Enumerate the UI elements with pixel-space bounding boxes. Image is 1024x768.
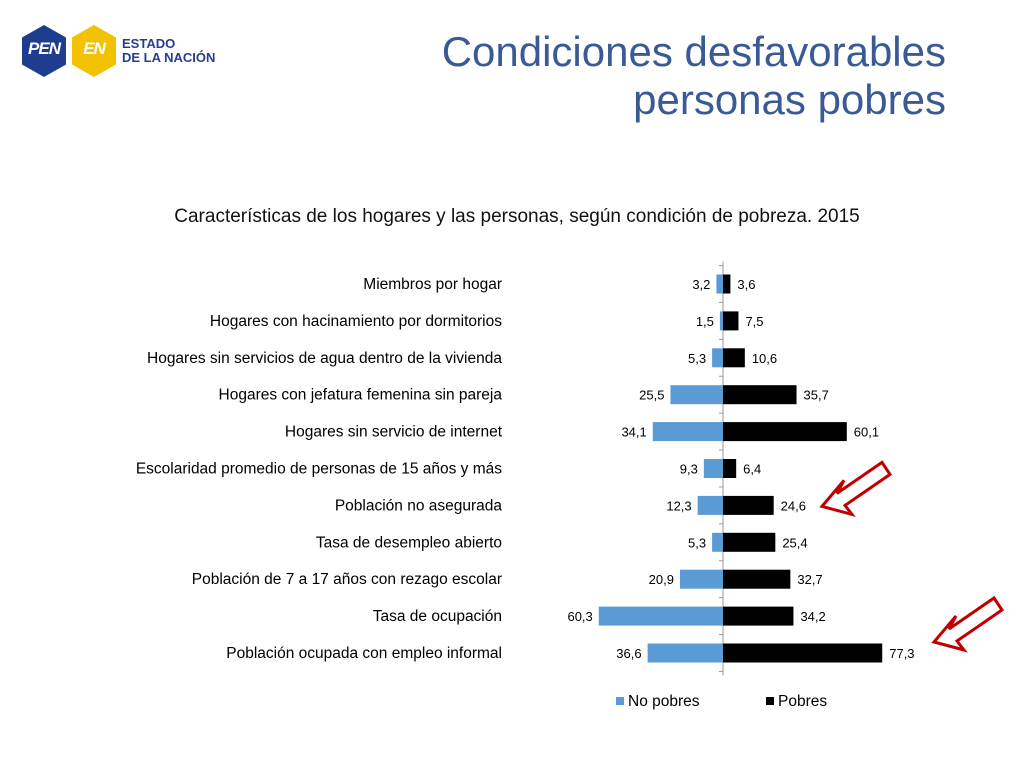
bar-no-pobres [652,422,723,442]
bar-pobres [723,385,797,405]
bar-no-pobres [712,532,723,552]
value-label-pobres: 24,6 [781,498,806,513]
bar-pobres [723,532,776,552]
value-label-no-pobres: 5,3 [688,351,706,366]
category-label: Población de 7 a 17 años con rezago esco… [192,571,502,588]
bar-no-pobres [647,643,723,663]
value-label-pobres: 32,7 [797,572,822,587]
annotation-arrow-no-asegurada [819,460,893,517]
value-label-pobres: 25,4 [782,535,807,550]
value-label-pobres: 60,1 [854,425,879,440]
bar-no-pobres [712,348,723,368]
category-label: Población ocupada con empleo informal [226,645,502,662]
value-label-pobres: 34,2 [800,609,825,624]
value-label-no-pobres: 20,9 [649,572,674,587]
value-label-no-pobres: 3,2 [692,277,710,292]
category-label: Hogares sin servicios de agua dentro de … [147,350,502,367]
value-label-pobres: 7,5 [745,314,763,329]
value-label-pobres: 6,4 [743,462,761,477]
category-label: Hogares con jefatura femenina sin pareja [219,387,503,404]
value-label-no-pobres: 1,5 [696,314,714,329]
logo: PEN EN ESTADO DE LA NACIÓN [20,24,240,78]
category-label: Tasa de ocupación [373,608,502,625]
legend-swatch-pobres [766,697,774,705]
legend-swatch-no-pobres [616,697,624,705]
en-logo-hexagon: EN [70,24,118,78]
en-logo-text: EN [83,39,106,58]
legend-label-no-pobres: No pobres [628,693,700,710]
bar-pobres [723,643,883,663]
value-label-no-pobres: 34,1 [621,425,646,440]
bar-no-pobres [598,606,723,626]
legend-label-pobres: Pobres [778,693,828,710]
value-label-pobres: 35,7 [804,388,829,403]
bar-pobres [723,606,794,626]
slide-title-line1: Condiciones desfavorables [441,28,946,75]
annotation-arrow-empleo-informal [931,595,1005,653]
category-label: Población no asegurada [335,497,503,514]
bar-pobres [723,348,745,368]
bar-pobres [723,495,774,515]
legend-item-no-pobres: No pobres [616,693,700,711]
legend-item-pobres: Pobres [766,693,827,711]
value-label-pobres: 3,6 [737,277,755,292]
category-label: Escolaridad promedio de personas de 15 a… [136,461,502,478]
category-label: Tasa de desempleo abierto [316,534,502,551]
pen-logo-text: PEN [28,39,61,58]
pen-hexagon-shape [22,25,66,77]
bar-no-pobres [697,495,723,515]
value-label-no-pobres: 60,3 [567,609,592,624]
logo-name-line1: ESTADO [122,36,176,51]
bar-pobres [723,422,847,442]
en-hexagon-shape [72,25,116,77]
value-label-no-pobres: 9,3 [680,462,698,477]
bar-pobres [723,311,739,331]
value-label-pobres: 10,6 [752,351,777,366]
category-label: Hogares con hacinamiento por dormitorios [210,313,502,330]
bar-pobres [723,274,731,294]
bar-no-pobres [716,274,723,294]
slide-title-line2: personas pobres [633,76,946,123]
category-label: Miembros por hogar [363,276,502,293]
bar-no-pobres [703,459,723,478]
value-label-no-pobres: 36,6 [616,646,641,661]
bar-no-pobres [719,311,723,331]
bar-no-pobres [670,385,723,405]
logo-name: ESTADO DE LA NACIÓN [122,37,215,65]
bar-no-pobres [679,569,723,589]
value-label-no-pobres: 5,3 [688,535,706,550]
value-label-no-pobres: 12,3 [666,498,691,513]
pen-logo-hexagon: PEN [20,24,68,78]
chart-title: Características de los hogares y las per… [174,206,860,227]
slide-title: Condiciones desfavorables personas pobre… [306,28,946,124]
value-label-pobres: 77,3 [889,646,914,661]
value-label-no-pobres: 25,5 [639,388,664,403]
category-label: Hogares sin servicio de internet [285,424,503,441]
bar-pobres [723,569,791,589]
bar-pobres [723,459,737,478]
logo-name-line2: DE LA NACIÓN [122,50,216,65]
